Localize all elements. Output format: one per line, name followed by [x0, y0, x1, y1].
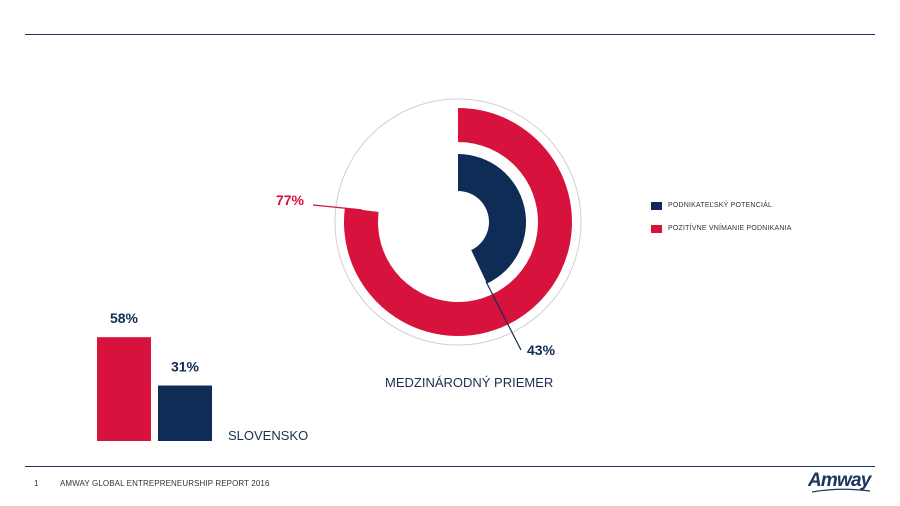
value-label-potential: 43%	[527, 342, 556, 358]
value-label-perception: 77%	[276, 192, 305, 208]
legend-item-potential: PODNIKATEĽSKÝ POTENCIÁL	[651, 199, 792, 212]
bar-value-label: 31%	[171, 359, 200, 375]
bar-category-label: SLOVENSKO	[228, 428, 308, 443]
legend: PODNIKATEĽSKÝ POTENCIÁL POZITÍVNE VNÍMAN…	[651, 199, 792, 245]
amway-logo: Amway	[808, 470, 871, 491]
bar-value-label: 58%	[110, 310, 139, 326]
donut-caption: MEDZINÁRODNÝ PRIEMER	[385, 375, 553, 390]
donut-slice-potential	[458, 154, 526, 284]
footer-title: AMWAY GLOBAL ENTREPRENEURSHIP REPORT 201…	[60, 479, 270, 488]
legend-swatch-navy	[651, 201, 662, 210]
bar-potential	[158, 385, 212, 441]
bar-perception	[97, 337, 151, 441]
leader-line-potential	[485, 281, 522, 351]
donut-outline	[334, 98, 582, 346]
leader-line-perception	[312, 204, 362, 211]
logo-swoosh-icon	[811, 488, 871, 493]
top-rule	[25, 34, 875, 35]
legend-item-perception: POZITÍVNE VNÍMANIE PODNIKANIA	[651, 222, 792, 235]
bottom-rule	[25, 466, 875, 467]
donut-slice-perception	[344, 108, 572, 337]
legend-swatch-red	[651, 224, 662, 233]
legend-label: POZITÍVNE VNÍMANIE PODNIKANIA	[668, 225, 792, 232]
page-number: 1	[34, 479, 39, 488]
legend-label: PODNIKATEĽSKÝ POTENCIÁL	[668, 202, 773, 209]
